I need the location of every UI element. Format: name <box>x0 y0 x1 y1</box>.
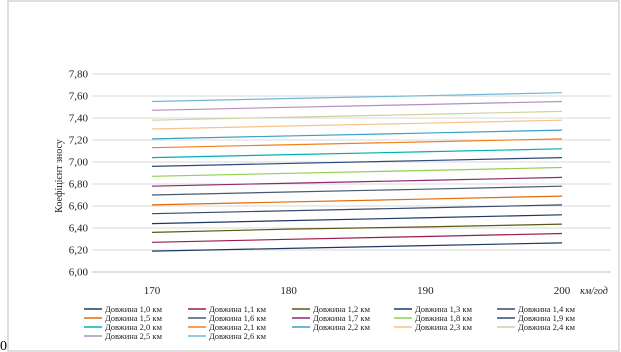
y-tick-labels: 6,00 6,20 6,40 6,60 6,80 7,00 7,20 7,40 7,60 7,80 <box>69 69 89 279</box>
chart-frame <box>8 1 619 351</box>
legend-label: Довжина 2,6 км <box>209 331 267 341</box>
y-tick-label: 7,00 <box>69 157 89 169</box>
y-tick-label: 7,20 <box>69 135 89 147</box>
series-line <box>152 168 562 177</box>
series-line <box>152 111 562 120</box>
y-tick-label: 6,80 <box>69 179 89 191</box>
x-tick-label: 180 <box>280 285 297 297</box>
series-line <box>152 102 562 111</box>
legend: Довжина 1,0 км Довжина 1,1 км Довжина 1,2 … <box>84 304 576 341</box>
series-line <box>152 177 562 186</box>
y-tick-label: 7,40 <box>69 113 89 125</box>
x-unit-label: км/год <box>580 286 608 297</box>
x-tick-labels: 170 180 190 200 <box>144 285 571 297</box>
legend-label: Довжина 2,3 км <box>415 322 473 332</box>
y-tick-label: 7,60 <box>69 91 89 103</box>
series-line <box>152 149 562 158</box>
y-tick-label: 6,40 <box>69 223 89 235</box>
y-tick-label: 6,20 <box>69 245 89 257</box>
y-tick-label: 6,60 <box>69 201 89 213</box>
x-tick-label: 190 <box>417 285 434 297</box>
y-tick-label: 7,80 <box>69 69 89 81</box>
series-line <box>152 186 562 195</box>
series-line <box>152 120 562 129</box>
series-line <box>152 130 562 139</box>
x-tick-label: 200 <box>554 285 571 297</box>
legend-label: Довжина 2,2 км <box>313 322 371 332</box>
corner-label: 0 <box>0 339 7 352</box>
series-line <box>152 215 562 224</box>
series-layer <box>152 93 562 251</box>
y-axis-title: Коефіцієнт зносу <box>54 139 65 213</box>
series-line <box>152 93 562 102</box>
series-line <box>152 196 562 205</box>
legend-label: Довжина 2,4 км <box>518 322 576 332</box>
legend-label: Довжина 2,5 км <box>105 331 163 341</box>
x-tick-label: 170 <box>144 285 161 297</box>
series-line <box>152 234 562 243</box>
y-tick-label: 6,00 <box>69 267 89 279</box>
